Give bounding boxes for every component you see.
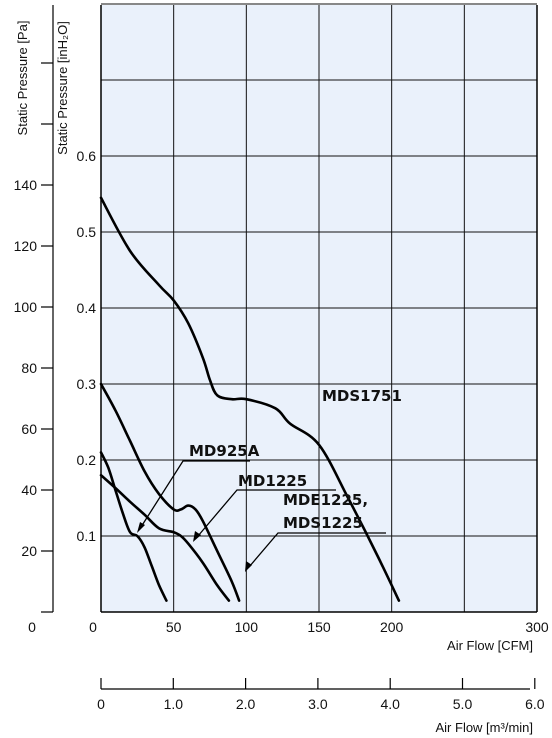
- x-cfm-tick-label: 150: [307, 619, 331, 635]
- axes: [41, 5, 538, 690]
- y-pa-tick-label: 60: [21, 421, 37, 437]
- label-md925a: MD925A: [189, 442, 260, 460]
- x-cfm-tick-label: 200: [380, 619, 404, 635]
- x-m3min-tick-label: 3.0: [308, 696, 328, 712]
- grid: [101, 3, 537, 612]
- x-m3min-tick-label: 2.0: [236, 696, 256, 712]
- x-cfm-tick-label: 300: [525, 619, 549, 635]
- origin-zero-pa: 0: [28, 619, 36, 635]
- label-mds1225: MDS1225: [283, 514, 363, 532]
- curve-mds1751: [99, 196, 401, 602]
- label-mde1225: MDE1225,: [283, 491, 368, 509]
- y-pa-tick-label: 100: [14, 299, 38, 315]
- x-m3min-tick-label: 5.0: [453, 696, 473, 712]
- y-pa-tick-label: 80: [21, 360, 37, 376]
- y-in-tick-label: 0.1: [77, 528, 97, 544]
- y-pa-tick-label: 20: [21, 543, 37, 559]
- leader-md1225: [197, 489, 336, 537]
- arrow-md925a: [137, 522, 145, 533]
- y-axis-title-pa: Static Pressure [Pa]: [15, 21, 30, 136]
- label-md1225: MD1225: [238, 472, 307, 490]
- y-in-tick-label: 0.2: [77, 452, 97, 468]
- x-axis-title-cfm: Air Flow [CFM]: [447, 638, 533, 653]
- y-pa-tick-label: 140: [14, 177, 38, 193]
- origin-zero-cfm: 0: [89, 619, 97, 635]
- x-m3min-tick-label: 6.0: [525, 696, 545, 712]
- curve-md1225: [99, 382, 241, 602]
- x-axis-title-m3min: Air Flow [m³/min]: [436, 720, 534, 735]
- y-in-tick-label: 0.5: [77, 224, 97, 240]
- tick-labels: 20 40 60 80 100 120 140 0.1 0.2 0.3 0.4 0.5 0.6 0 0 50 1…: [14, 148, 549, 712]
- x-m3min-tick-label: 1.0: [164, 696, 184, 712]
- x-cfm-tick-label: 50: [166, 619, 182, 635]
- leader-lines: [140, 460, 386, 568]
- label-mds1751: MDS1751: [322, 387, 402, 405]
- y-pa-tick-label: 120: [14, 238, 38, 254]
- leader-md925a: [140, 460, 250, 528]
- arrow-md1225: [193, 531, 201, 542]
- curves: [99, 196, 401, 602]
- y-in-tick-label: 0.6: [77, 148, 97, 164]
- y-pa-tick-label: 40: [21, 482, 37, 498]
- x-cfm-tick-label: 100: [235, 619, 259, 635]
- y-axis-title-inh2o: Static Pressure [inH₂O]: [55, 21, 70, 155]
- y-in-tick-label: 0.3: [77, 376, 97, 392]
- curve-mde1225-mds1225: [99, 473, 231, 602]
- arrow-mds1225: [245, 561, 252, 572]
- curve-md925a: [99, 451, 168, 602]
- x-m3min-tick-label: 4.0: [380, 696, 400, 712]
- y-in-tick-label: 0.4: [77, 300, 97, 316]
- x-m3min-tick-label: 0: [97, 696, 105, 712]
- leader-arrows: [137, 522, 252, 572]
- leader-mds1225: [248, 532, 386, 568]
